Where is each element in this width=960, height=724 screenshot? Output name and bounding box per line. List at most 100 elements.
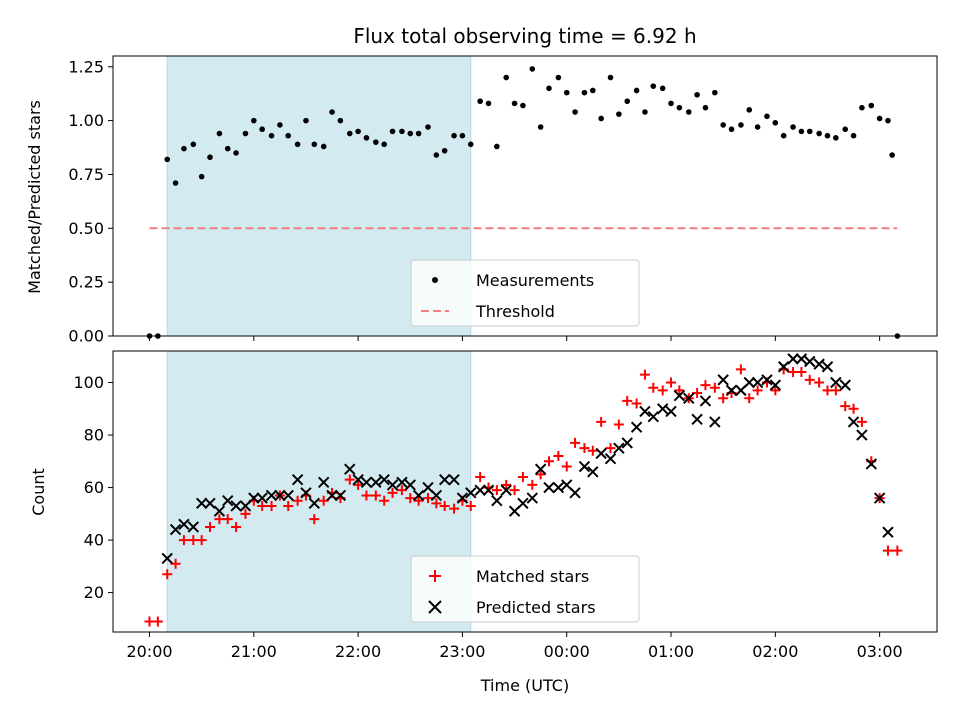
predicted-star-marker (256, 492, 268, 504)
predicted-star-marker (604, 452, 617, 465)
matched-star-marker (718, 393, 729, 404)
matched-star-marker (796, 367, 807, 378)
predicted-star-marker (673, 389, 686, 402)
predicted-star-marker (178, 518, 190, 531)
matched-star-marker (543, 456, 554, 467)
measurement-point (459, 132, 466, 139)
predicted-star-marker (344, 463, 356, 475)
measurement-point (712, 89, 718, 96)
x-tick-label: 22:00 (335, 642, 381, 661)
measurement-point (702, 104, 709, 111)
matched-star-marker (205, 521, 216, 532)
measurement-point (303, 117, 309, 124)
measurement-point (816, 130, 822, 137)
x-tick-label: 01:00 (648, 642, 694, 661)
matched-star-marker (570, 437, 581, 448)
top-y-tick-label: 1.00 (68, 111, 104, 130)
measurement-point (207, 154, 213, 161)
predicted-star-marker (187, 521, 200, 533)
predicted-star-marker (161, 552, 173, 565)
matched-star-marker (666, 377, 677, 388)
predicted-star-marker (334, 489, 347, 502)
matched-star-marker (222, 514, 233, 525)
matched-star-marker (292, 495, 303, 506)
predicted-star-marker (691, 413, 703, 425)
matched-star-marker (152, 616, 163, 627)
measurement-point (277, 122, 283, 128)
matched-star-marker (214, 514, 225, 525)
predicted-star-marker (360, 476, 373, 489)
predicted-star-marker (656, 403, 669, 415)
x-tick-label: 03:00 (857, 642, 903, 661)
measurement-point (494, 143, 500, 150)
matched-star-marker (804, 374, 815, 385)
measurement-point (346, 130, 353, 137)
measurement-point (555, 74, 562, 81)
matched-star-marker (144, 616, 155, 627)
measurement-point (181, 145, 187, 152)
matched-star-marker (257, 500, 268, 511)
measurement-point (572, 109, 578, 115)
predicted-star-marker (709, 416, 721, 428)
matched-star-marker (822, 385, 833, 396)
top-y-tick-label: 0.00 (68, 327, 104, 346)
measurement-point (190, 141, 197, 148)
predicted-star-marker (308, 497, 321, 510)
legend-label: Predicted stars (476, 598, 596, 617)
predicted-star-marker (526, 492, 539, 504)
measurement-point (868, 102, 875, 109)
matched-star-marker (387, 487, 398, 498)
matched-star-marker (422, 493, 433, 504)
matched-star-marker (709, 382, 720, 393)
predicted-star-marker (300, 487, 312, 499)
matched-star-marker (509, 485, 520, 496)
bottom-legend-box (410, 555, 640, 623)
predicted-star-marker (465, 487, 477, 499)
measurement-point (285, 132, 292, 139)
predicted-star-marker (552, 481, 565, 494)
matched-star-marker (413, 495, 424, 506)
predicted-star-marker (265, 489, 278, 502)
predicted-star-marker (500, 484, 512, 496)
matched-star-marker (605, 443, 616, 454)
predicted-star-marker (230, 500, 242, 512)
measurement-point (728, 126, 735, 133)
predicted-star-marker (352, 473, 364, 486)
legend-label: Threshold (475, 302, 555, 321)
predicted-star-marker (761, 374, 773, 386)
predicted-star-marker (517, 497, 529, 510)
predicted-star-marker (777, 361, 790, 373)
legend-label: Measurements (476, 271, 594, 290)
legend-x-swatch (428, 600, 442, 614)
matched-star-marker (188, 535, 199, 546)
matched-star-marker (587, 445, 598, 456)
bottom-panel: 20 40 60 80 100 20:00 21:00 22:00 23:00 00:00 01:0… (73, 350, 938, 661)
x-tick-label: 21:00 (231, 642, 277, 661)
matched-star-marker (856, 416, 867, 427)
x-tick-label: 00:00 (544, 642, 590, 661)
measurement-point (850, 132, 857, 139)
top-y-tick-label: 0.75 (68, 165, 104, 184)
matched-star-marker (840, 401, 851, 412)
measurement-point (164, 156, 171, 163)
predicted-star-marker (665, 405, 677, 418)
matched-star-marker (353, 479, 364, 490)
predicted-star-marker (847, 416, 860, 428)
measurement-point (242, 130, 249, 137)
predicted-star-marker (430, 489, 443, 502)
x-tick-label: 20:00 (126, 642, 172, 661)
matched-star-marker (527, 479, 538, 490)
predicted-star-marker (587, 466, 599, 478)
measurement-point (720, 122, 726, 128)
measurement-point (668, 100, 674, 107)
predicted-star-marker (274, 489, 286, 502)
matched-star-marker (814, 377, 825, 388)
predicted-star-marker (378, 473, 390, 486)
measurement-point (633, 87, 640, 94)
matched-star-marker (465, 500, 476, 511)
matched-star-marker (830, 385, 841, 396)
measurement-point (233, 150, 239, 156)
measurement-point (738, 122, 744, 128)
predicted-star-marker (751, 376, 764, 389)
